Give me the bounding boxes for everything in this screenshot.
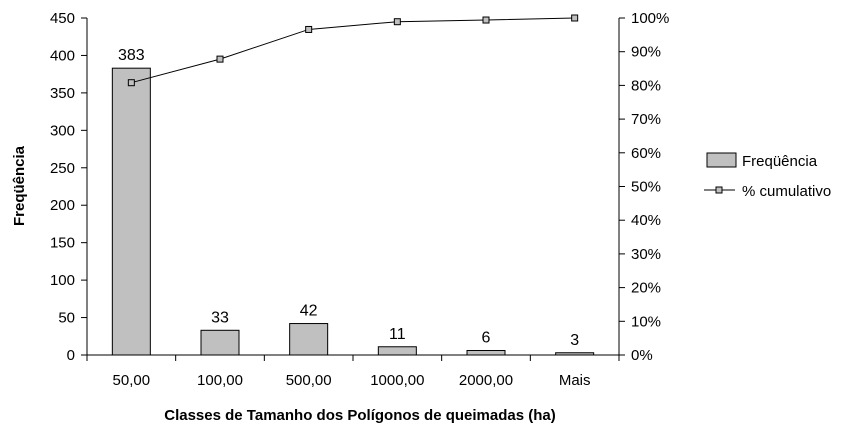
y2-tick-label: 40%: [631, 212, 661, 229]
y2-tick-label: 0%: [631, 347, 653, 364]
x-tick-label: 2000,00: [459, 372, 513, 389]
y2-tick-label: 50%: [631, 179, 661, 196]
y-tick-label: 50: [58, 310, 75, 327]
legend-marker-cumulative: [715, 186, 723, 194]
y-tick-label: 300: [50, 122, 75, 139]
bar: [200, 329, 240, 356]
bar-data-label: 11: [389, 326, 406, 343]
cumulative-point: [305, 25, 313, 33]
bar-data-label: 42: [300, 303, 318, 320]
x-tick-label: 1000,00: [370, 372, 424, 389]
cumulative-point: [571, 14, 579, 22]
x-tick-label: 100,00: [197, 372, 243, 389]
plot-area: 383 33 42 11 6 3 0 50 100 150 200 250 300 350 400 450 0%…: [50, 10, 669, 389]
bar: [466, 350, 506, 356]
x-tick-label: 500,00: [286, 372, 332, 389]
cumulative-line: [131, 17, 575, 84]
bar: [111, 67, 151, 356]
legend-label-cumulative: % cumulativo: [742, 183, 831, 200]
y2-tick-label: 10%: [631, 313, 661, 330]
y-tick-label: 400: [50, 47, 75, 64]
legend-label-bars: Freqüência: [742, 153, 818, 170]
cumulative-point: [216, 55, 224, 63]
y2-tick-label: 20%: [631, 280, 661, 297]
y2-tick-label: 70%: [631, 111, 661, 128]
y-tick-label: 250: [50, 160, 75, 177]
y-tick-label: 0: [67, 347, 75, 364]
bar-data-label: 33: [211, 309, 229, 326]
y2-tick-label: 60%: [631, 145, 661, 162]
bar-data-label: 6: [482, 330, 491, 347]
y2-tick-label: 100%: [631, 10, 669, 27]
y-tick-label: 450: [50, 10, 75, 27]
x-tick-label: 50,00: [113, 372, 151, 389]
cumulative-point: [127, 79, 135, 87]
bar-data-label: 3: [570, 332, 579, 349]
bar: [377, 346, 417, 356]
legend-swatch-bars: [706, 152, 737, 168]
bar: [289, 323, 329, 356]
x-axis-title: Classes de Tamanho dos Polígonos de quei…: [164, 407, 555, 424]
y-tick-label: 200: [50, 197, 75, 214]
legend: Freqüência % cumulativo: [704, 152, 831, 200]
bar-data-label: 383: [118, 47, 145, 64]
y2-tick-label: 80%: [631, 77, 661, 94]
y2-tick-label: 90%: [631, 44, 661, 61]
y-tick-label: 100: [50, 272, 75, 289]
y-axis-title: Freqüência: [11, 145, 28, 226]
x-tick-label: Mais: [559, 372, 591, 389]
y-tick-label: 350: [50, 85, 75, 102]
y2-tick-label: 30%: [631, 246, 661, 263]
cumulative-point: [482, 16, 490, 24]
cumulative-point: [393, 18, 401, 26]
y-tick-label: 150: [50, 235, 75, 252]
